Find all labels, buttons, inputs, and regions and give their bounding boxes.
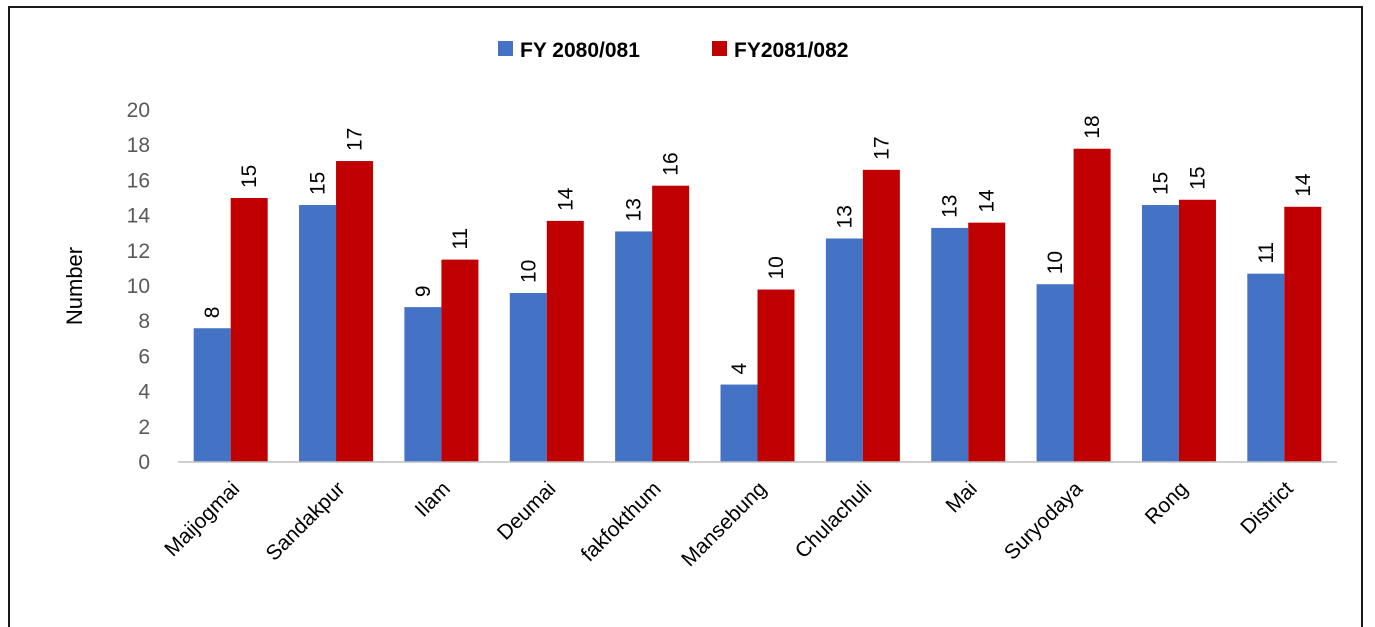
y-tick-label: 18 xyxy=(127,134,150,157)
data-label: 14 xyxy=(1292,173,1315,197)
bar-series-2 xyxy=(757,289,795,462)
legend-label-series-1: FY 2080/081 xyxy=(520,39,640,62)
y-tick-label: 12 xyxy=(127,240,150,263)
bar-series-2 xyxy=(862,169,900,462)
bar-series-2 xyxy=(1178,199,1216,462)
y-tick-label: 14 xyxy=(127,205,151,228)
data-label: 10 xyxy=(517,260,540,283)
x-tick-label: Ilam xyxy=(411,477,455,521)
bar-series-1 xyxy=(1247,273,1285,462)
y-tick-label: 16 xyxy=(127,169,150,192)
data-label: 15 xyxy=(238,165,261,188)
x-tick-label: Rong xyxy=(1141,477,1193,529)
x-tick-label: Mai xyxy=(942,477,982,517)
bar-series-2 xyxy=(652,185,690,462)
bar-series-1 xyxy=(193,328,231,462)
bar-series-1 xyxy=(720,384,758,462)
data-label: 11 xyxy=(449,228,472,250)
bar-series-1 xyxy=(1036,284,1074,462)
legend-swatch-series-2 xyxy=(712,41,727,56)
bar-series-2 xyxy=(1073,148,1111,462)
data-label: 13 xyxy=(833,205,856,228)
bar-series-1 xyxy=(404,307,442,462)
x-tick-label: fakfokthum xyxy=(577,477,666,566)
data-label: 4 xyxy=(728,363,751,375)
y-tick-label: 20 xyxy=(127,99,150,122)
x-tick-label: District xyxy=(1236,477,1298,539)
bars xyxy=(193,148,1322,463)
bar-series-1 xyxy=(615,231,653,462)
data-label: 14 xyxy=(554,187,577,211)
bar-series-2 xyxy=(441,259,479,462)
data-label: 17 xyxy=(344,128,367,151)
bar-series-1 xyxy=(1141,205,1179,463)
y-axis-ticks: 0 2 4 6 8 10 12 14 16 18 20 xyxy=(127,99,151,474)
data-label: 8 xyxy=(201,307,224,319)
legend-swatch-series-1 xyxy=(498,41,513,56)
x-tick-label: Sandakpur xyxy=(261,477,349,565)
y-tick-label: 2 xyxy=(138,416,150,439)
y-tick-label: 8 xyxy=(138,310,150,333)
bar-series-1 xyxy=(931,227,969,462)
y-tick-label: 10 xyxy=(127,275,150,298)
x-tick-label: Deumai xyxy=(493,477,560,544)
data-label: 13 xyxy=(623,198,646,221)
y-tick-label: 0 xyxy=(138,451,150,474)
data-label: 17 xyxy=(870,136,893,159)
data-label: 15 xyxy=(1186,166,1209,189)
data-label: 10 xyxy=(1044,251,1067,274)
legend-label-series-2: FY2081/082 xyxy=(734,39,848,62)
data-label: 16 xyxy=(660,152,683,175)
bar-series-1 xyxy=(509,293,547,462)
bar-series-2 xyxy=(1284,206,1322,462)
bar-series-2 xyxy=(968,222,1006,462)
data-label: 11 xyxy=(1255,242,1278,264)
bar-series-1 xyxy=(299,205,337,463)
x-tick-label: Suryodaya xyxy=(1000,477,1087,564)
x-tick-label: Maijogmai xyxy=(160,477,244,561)
bar-series-1 xyxy=(825,238,863,462)
data-label: 15 xyxy=(307,172,330,195)
x-axis-labels: Maijogmai Sandakpur Ilam Deumai fakfokthum Ma… xyxy=(160,477,1298,571)
data-label: 13 xyxy=(939,195,962,218)
data-labels: 8 15 9 10 13 4 13 13 10 15 11 15 17 11 14 16 10 17 14 18 15 1… xyxy=(201,115,1315,374)
data-label: 9 xyxy=(412,285,435,297)
y-axis-title: Number xyxy=(62,247,87,325)
x-tick-label: Chulachuli xyxy=(791,477,877,563)
data-label: 14 xyxy=(976,189,999,213)
bar-series-2 xyxy=(546,220,584,462)
x-tick-label: Mansebung xyxy=(677,477,771,571)
data-label: 10 xyxy=(765,256,788,279)
data-label: 18 xyxy=(1081,115,1104,138)
data-label: 15 xyxy=(1149,172,1172,195)
bar-series-2 xyxy=(336,161,374,463)
y-tick-label: 6 xyxy=(138,345,150,368)
y-tick-label: 4 xyxy=(138,381,150,404)
bar-series-2 xyxy=(230,198,268,462)
legend: FY 2080/081 FY2081/082 xyxy=(498,39,848,62)
